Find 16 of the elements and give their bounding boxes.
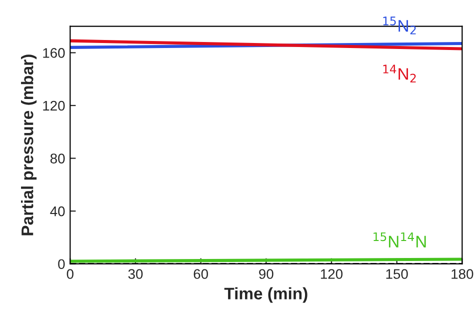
y-tick-label: 40 [50,206,65,216]
series-label: $^{15}$N$^{14}$N [374,232,426,248]
x-tick-label: 180 [452,269,474,279]
x-axis-title: Time (min) [224,287,308,303]
y-tick-label: 80 [50,154,65,164]
x-tick-label: 0 [66,269,74,279]
x-tick-label: 60 [194,269,208,279]
y-tick-label: 120 [43,100,65,111]
x-tick-label: 150 [386,269,408,279]
series-label: $^{14}$N$_{2}$ [383,64,416,82]
x-tick-label: 30 [128,269,143,279]
y-tick-label: 160 [43,48,65,58]
y-axis-title: Partial pressure (mbar) [21,54,37,236]
x-tick-label: 120 [320,269,343,279]
x-tick-label: 90 [259,269,274,279]
y-tick-label: 0 [58,259,65,270]
